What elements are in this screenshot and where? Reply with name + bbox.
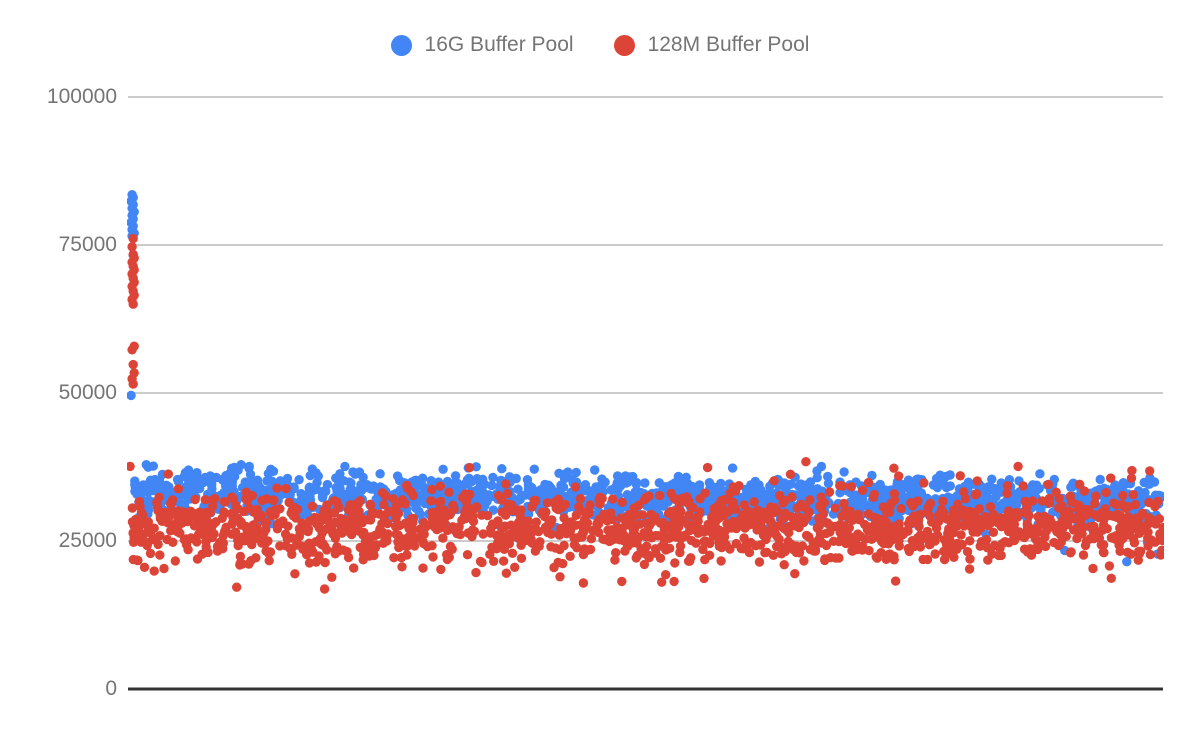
legend-series-dot-icon	[613, 34, 635, 56]
y-axis-tick-25000: 25000	[58, 529, 117, 552]
y-axis-tick-100000: 100000	[46, 85, 117, 108]
legend-series-dot-icon	[390, 34, 412, 56]
series-points-128m-buffer-pool	[127, 233, 1164, 594]
legend-label-128m-buffer-pool: 128M Buffer Pool	[647, 33, 810, 56]
legend-item-16g-buffer-pool[interactable]: 16G Buffer Pool	[390, 33, 574, 57]
legend-label-16g-buffer-pool: 16G Buffer Pool	[424, 33, 574, 56]
y-axis-tick-75000: 75000	[58, 233, 117, 256]
chart-legend: 16G Buffer Pool 128M Buffer Pool	[0, 33, 1200, 57]
y-axis-tick-0: 0	[105, 677, 117, 700]
legend-item-128m-buffer-pool[interactable]: 128M Buffer Pool	[613, 33, 810, 57]
y-axis-tick-50000: 50000	[58, 381, 117, 404]
